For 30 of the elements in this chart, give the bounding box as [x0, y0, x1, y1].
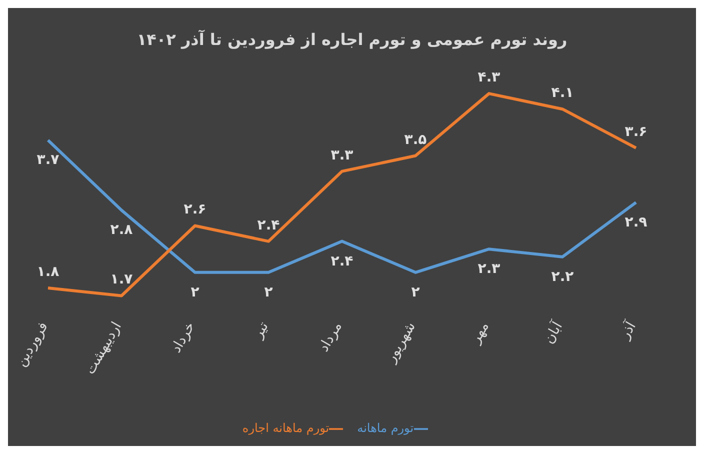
- data-label: ۲.۸: [110, 222, 134, 238]
- x-tick-label: اردیبهشت: [82, 319, 125, 378]
- x-tick-label: آبان: [539, 317, 567, 347]
- data-label: ۲.۴: [330, 253, 354, 270]
- legend-label: تورم ماهانه: [357, 421, 414, 436]
- x-tick-label: خرداد: [168, 319, 198, 356]
- data-label: ۲: [264, 284, 274, 300]
- data-label: ۲: [190, 284, 200, 300]
- data-label: ۱.۷: [110, 272, 134, 288]
- x-tick-label: تیر: [250, 319, 272, 342]
- data-label: ۴.۱: [551, 85, 574, 102]
- data-label: ۲.۹: [624, 214, 648, 230]
- data-label: ۳.۶: [624, 124, 648, 140]
- data-label: ۳.۷: [36, 152, 60, 168]
- x-tick-label: آذر: [614, 317, 640, 343]
- data-label: ۲.۳: [478, 261, 501, 278]
- data-label: ۳.۳: [330, 147, 354, 164]
- data-label: ۴.۳: [478, 70, 501, 86]
- data-label: ۲: [411, 284, 420, 300]
- data-label: ۲.۲: [551, 268, 574, 285]
- legend-label: تورم ماهانه اجاره: [242, 421, 330, 436]
- data-label: ۲.۶: [184, 202, 206, 218]
- x-tick-label: فروردین: [13, 319, 52, 370]
- x-tick-label: شهریور: [382, 319, 419, 366]
- x-tick-label: مهر: [467, 319, 492, 347]
- chart-title: روند تورم عمومی و تورم اجاره از فروردین تا آذر ۱۴۰۲: [136, 30, 568, 49]
- data-label: ۲.۴: [257, 217, 280, 234]
- data-label: ۳.۵: [404, 132, 428, 148]
- data-label: ۱.۸: [36, 264, 60, 280]
- x-tick-label: مرداد: [316, 319, 346, 355]
